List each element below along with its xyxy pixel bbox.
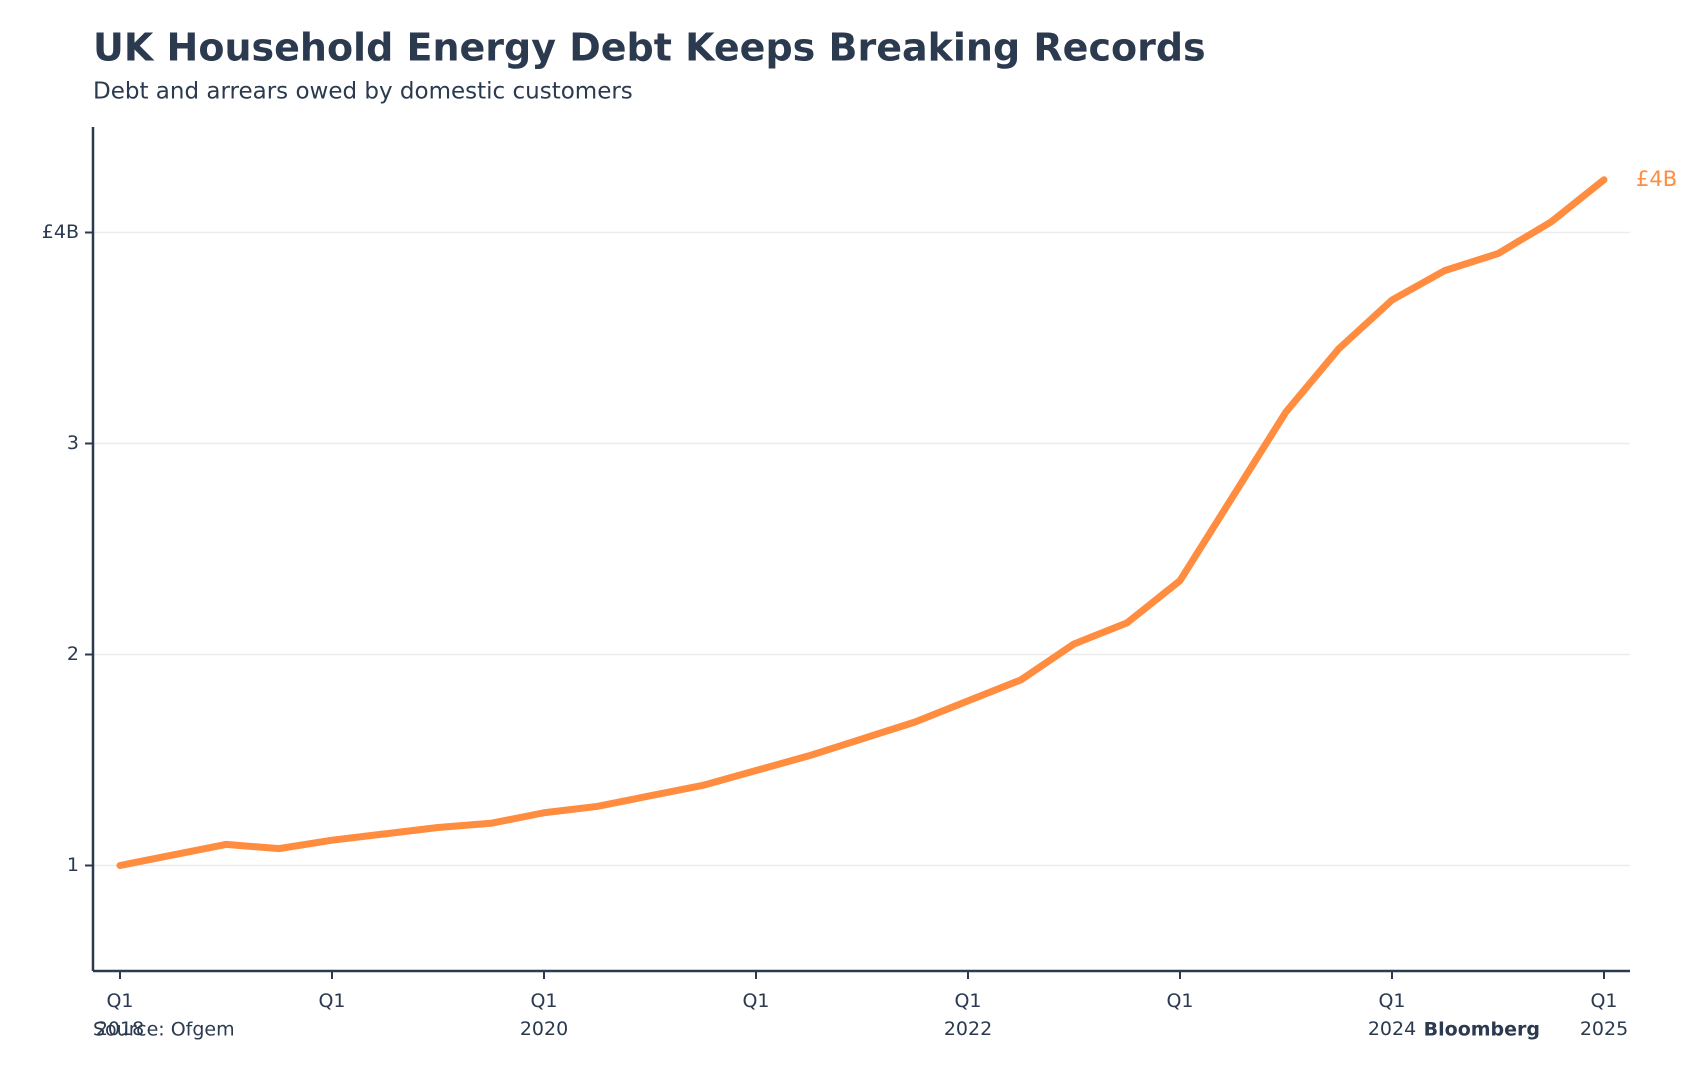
x-tick-label: Q1 2020 xyxy=(520,990,568,1040)
chart-title: UK Household Energy Debt Keeps Breaking … xyxy=(93,26,1206,70)
y-tick-label: 2 xyxy=(67,643,79,665)
x-tick-label: Q1 2025 xyxy=(1580,990,1628,1040)
x-tick-label: Q1 xyxy=(318,990,345,1012)
y-tick-label: 1 xyxy=(67,854,79,876)
y-tick-label: £4B xyxy=(42,221,79,243)
x-tick-label: Q1 2024 xyxy=(1368,990,1416,1040)
brand: Bloomberg xyxy=(1424,1019,1540,1041)
chart-subtitle: Debt and arrears owed by domestic custom… xyxy=(93,79,633,105)
x-tick-label: Q1 xyxy=(1166,990,1193,1012)
x-tick-label: Q1 xyxy=(742,990,769,1012)
source: Source: Ofgem xyxy=(93,1019,235,1041)
value-label: £4B xyxy=(1636,167,1677,191)
line xyxy=(116,176,1608,869)
x-tick-label: Q1 2018 xyxy=(96,990,144,1040)
y-tick-label: 3 xyxy=(67,432,79,454)
x-tick-label: Q1 2022 xyxy=(944,990,992,1040)
